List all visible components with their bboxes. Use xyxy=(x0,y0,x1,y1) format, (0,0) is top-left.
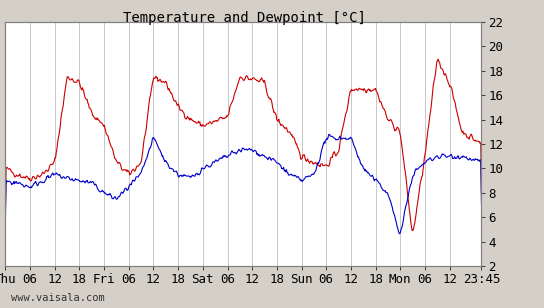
Text: Temperature and Dewpoint [°C]: Temperature and Dewpoint [°C] xyxy=(123,11,366,25)
Text: www.vaisala.com: www.vaisala.com xyxy=(11,294,104,303)
